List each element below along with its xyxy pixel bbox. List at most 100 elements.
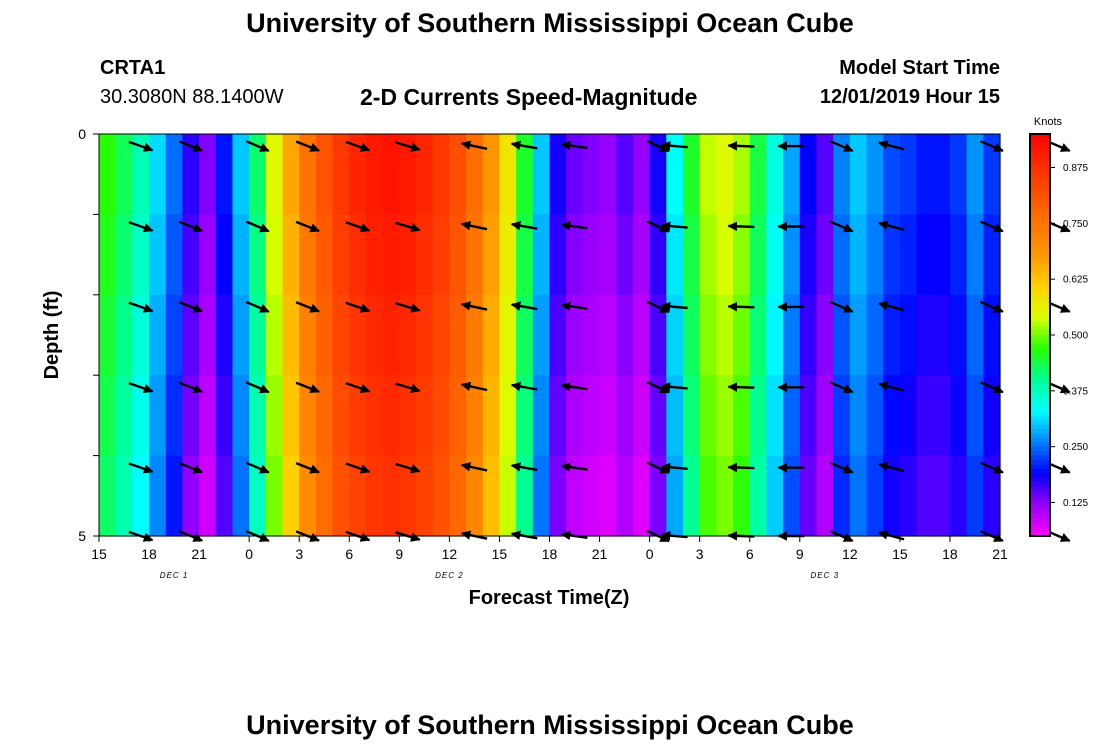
current-vector-arrow: [560, 381, 588, 392]
heatmap-cell: [99, 375, 117, 457]
heatmap-cell: [449, 214, 467, 296]
heatmap-cell: [332, 375, 350, 457]
colorbar-segment: [1030, 290, 1050, 296]
x-tick-label: 6: [746, 546, 754, 562]
heatmap-cell: [966, 294, 984, 376]
heatmap-cell: [182, 214, 200, 296]
current-vector-arrow: [245, 140, 270, 153]
heatmap-cell: [849, 455, 868, 537]
heatmap-cell: [299, 214, 317, 296]
heatmap-cell: [299, 134, 317, 215]
heatmap-cell: [616, 375, 634, 457]
heatmap-cell: [349, 375, 367, 457]
colorbar-segment: [1030, 455, 1050, 461]
current-vector-arrow: [878, 140, 905, 151]
heatmap-cell: [315, 375, 334, 457]
colorbar-segment: [1030, 415, 1050, 421]
current-vector-arrow: [727, 462, 755, 473]
heatmap-cell: [933, 134, 951, 215]
heatmap-cell: [365, 134, 384, 215]
heatmap-cell: [849, 294, 868, 376]
y-axis-label: Depth (ft): [41, 291, 63, 380]
heatmap-cell: [749, 294, 768, 376]
heatmap-cell: [783, 375, 801, 457]
heatmap-cell: [299, 375, 317, 457]
heatmap-cell: [983, 214, 1001, 296]
current-vector-arrow: [727, 301, 755, 312]
heatmap-cell: [983, 375, 1001, 457]
heatmap-cell: [632, 375, 651, 457]
heatmap-cell: [249, 134, 267, 215]
heatmap-cell: [716, 455, 734, 537]
heatmap-cell: [833, 375, 851, 457]
heatmap-cell: [899, 294, 918, 376]
colorbar-segment: [1030, 160, 1050, 166]
current-vector-arrow: [460, 462, 488, 472]
colorbar-segment: [1030, 259, 1050, 265]
current-vector-arrow: [395, 382, 421, 393]
colorbar-segment: [1030, 348, 1050, 354]
heatmap-cell: [199, 375, 217, 457]
heatmap-cell: [899, 134, 918, 215]
colorbar-segment: [1030, 299, 1050, 305]
heatmap-cell: [349, 455, 367, 537]
heatmap-cell: [599, 134, 617, 215]
current-vector-arrow: [560, 301, 588, 312]
heatmap-cell: [199, 214, 217, 296]
heatmap-cell: [799, 214, 818, 296]
heatmap-cell: [315, 214, 334, 296]
colorbar-segment: [1030, 263, 1050, 269]
heatmap-cell: [582, 455, 601, 537]
heatmap-cell: [516, 134, 534, 215]
current-vector-arrow: [979, 140, 1004, 153]
current-vector-arrow: [128, 381, 154, 394]
current-vector-arrow: [560, 221, 588, 231]
heatmap-cell: [315, 134, 334, 215]
station-coords: 30.3080N 88.1400W: [100, 86, 284, 108]
heatmap-cell: [165, 455, 184, 537]
heatmap-cell: [566, 375, 584, 457]
current-vector-arrow: [295, 140, 320, 152]
heatmap-cell: [616, 134, 634, 215]
y-tick-label: 5: [78, 528, 86, 544]
colorbar-segment: [1030, 178, 1050, 184]
colorbar-tick-label: 0.500: [1063, 331, 1088, 342]
heatmap-cell: [399, 214, 417, 296]
heatmap-cell: [916, 455, 934, 537]
colorbar-tick-label: 0.750: [1063, 219, 1088, 230]
x-tick-label: 15: [892, 546, 908, 562]
heatmap-cell: [766, 455, 784, 537]
heatmap-cell: [966, 375, 984, 457]
heatmap-cell: [149, 134, 167, 215]
x-tick-label: 9: [796, 546, 804, 562]
colorbar-tick-label: 0.875: [1063, 163, 1088, 174]
current-vector-arrow: [295, 461, 320, 474]
heatmap-cell: [566, 214, 584, 296]
heatmap-cell: [649, 134, 667, 215]
heatmap-cell: [532, 134, 551, 215]
current-vector-arrow: [460, 301, 488, 311]
heatmap-cell: [449, 134, 467, 215]
heatmap-cell: [733, 375, 751, 457]
heatmap-cell: [783, 214, 801, 296]
heatmap-cell: [499, 134, 517, 215]
heatmap-cell: [282, 375, 300, 457]
heatmap-cell: [883, 134, 901, 215]
current-vector-arrow: [727, 382, 755, 392]
x-tick-label: 21: [592, 546, 608, 562]
heatmap-cell: [899, 214, 918, 296]
heatmap-cell: [632, 294, 651, 376]
heatmap-cell: [833, 134, 851, 215]
colorbar-segment: [1030, 451, 1050, 457]
heatmap-cell: [399, 375, 417, 457]
heatmap-cell: [99, 214, 117, 296]
colorbar-segment: [1030, 294, 1050, 300]
current-vector-arrow: [128, 221, 154, 233]
heatmap-cell: [199, 294, 217, 376]
heatmap-cell: [215, 455, 234, 537]
heatmap-cell: [632, 455, 651, 537]
heatmap-cell: [599, 294, 617, 376]
colorbar-segment: [1030, 343, 1050, 349]
